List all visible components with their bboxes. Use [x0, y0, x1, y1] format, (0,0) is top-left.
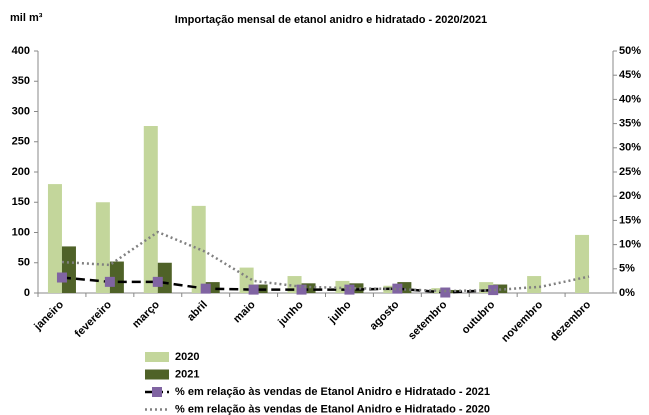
- bar: [527, 276, 542, 293]
- marker: [392, 283, 403, 294]
- bar: [205, 282, 220, 293]
- bar: [445, 289, 460, 293]
- x-tick-label: novembro: [499, 299, 545, 345]
- y2-tick-label: 25%: [619, 166, 641, 178]
- y2-tick-label: 20%: [619, 190, 641, 202]
- x-tick-label: fevereiro: [73, 299, 115, 341]
- legend-swatch: [145, 369, 169, 380]
- y-tick-label: 0: [24, 287, 30, 299]
- y2-tick-label: 30%: [619, 142, 641, 154]
- bar: [575, 234, 590, 293]
- line: [61, 230, 590, 293]
- legend-label: 2021: [175, 368, 199, 380]
- marker: [488, 285, 499, 296]
- y-tick-label: 300: [12, 105, 30, 117]
- x-tick-label: dezembro: [548, 299, 593, 344]
- legend-marker: [152, 387, 162, 397]
- bar: [47, 184, 62, 293]
- legend-label: 2020: [175, 351, 199, 363]
- y2-tick-label: 50%: [619, 45, 641, 57]
- y-tick-label: 100: [12, 226, 30, 238]
- x-tick-label: abril: [185, 299, 210, 324]
- bar: [61, 246, 76, 293]
- marker: [440, 287, 451, 298]
- bar: [397, 282, 412, 293]
- y-tick-label: 150: [12, 196, 30, 208]
- bar: [431, 288, 446, 293]
- y-tick-label: 250: [12, 136, 30, 148]
- y2-tick-label: 40%: [619, 93, 641, 105]
- y2-tick-label: 0%: [619, 287, 635, 299]
- legend-label: % em relação às vendas de Etanol Anidro …: [175, 403, 490, 415]
- marker: [344, 284, 355, 295]
- bar: [95, 202, 110, 293]
- marker: [152, 276, 163, 287]
- y-tick-label: 50: [18, 257, 30, 269]
- x-tick-label: julho: [326, 299, 354, 327]
- y-tick-label: 200: [12, 166, 30, 178]
- x-tick-label: janeiro: [31, 299, 66, 334]
- bar: [143, 126, 158, 294]
- line: [61, 276, 494, 294]
- x-tick-label: junho: [275, 298, 306, 329]
- marker: [248, 284, 259, 295]
- bar: [349, 283, 364, 293]
- chart-title: Importação mensal de etanol anidro e hid…: [175, 14, 487, 26]
- legend-label: % em relação às vendas de Etanol Anidro …: [175, 386, 490, 398]
- marker: [56, 272, 67, 283]
- bar: [479, 282, 494, 293]
- y-tick-label: 400: [12, 45, 30, 57]
- x-tick-label: março: [130, 299, 162, 331]
- legend-swatch: [145, 352, 169, 362]
- marker: [104, 276, 115, 287]
- bar: [301, 283, 316, 293]
- x-tick-label: outubro: [460, 298, 498, 336]
- marker: [296, 284, 307, 295]
- x-tick-label: maio: [231, 299, 258, 326]
- y2-tick-label: 45%: [619, 69, 641, 81]
- y2-tick-label: 15%: [619, 214, 641, 226]
- marker: [200, 283, 211, 294]
- y2-tick-label: 10%: [619, 239, 641, 251]
- x-tick-label: agosto: [368, 298, 402, 332]
- y-tick-label: 350: [12, 75, 30, 87]
- x-tick-label: setembro: [406, 299, 450, 343]
- y-axis-label: mil m³: [10, 12, 43, 24]
- y2-tick-label: 35%: [619, 118, 641, 130]
- y2-tick-label: 5%: [619, 263, 635, 275]
